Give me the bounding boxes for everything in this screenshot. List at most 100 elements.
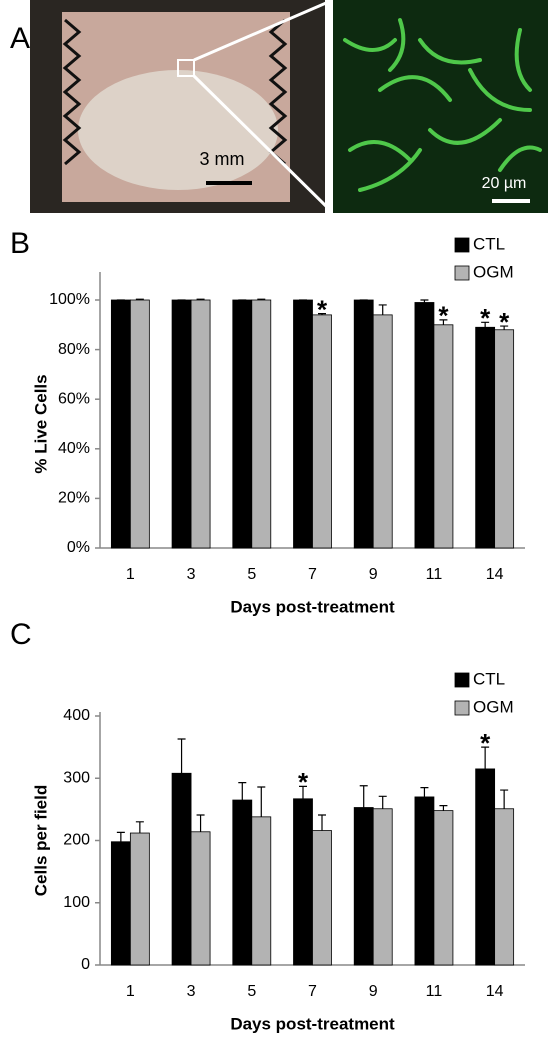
y-tick-label: 60% (58, 390, 90, 407)
error-bar (116, 831, 125, 842)
error-bar (177, 738, 186, 774)
x-tick-label: 9 (369, 983, 378, 1000)
bar (293, 798, 313, 966)
x-tick-label: 14 (486, 566, 504, 583)
bar (171, 299, 192, 549)
error-bar (420, 786, 429, 797)
cells (343, 18, 542, 192)
bar (190, 831, 211, 966)
y-tick-label: 0 (81, 956, 90, 973)
y-tick-label: 200 (63, 832, 90, 849)
y-tick-label: 100% (49, 291, 90, 308)
error-bar (481, 746, 490, 769)
error-bar (257, 786, 266, 817)
x-axis-title: Days post-treatment (230, 597, 395, 616)
spring (268, 18, 288, 166)
y-tick-label: 400 (63, 707, 90, 724)
bar (251, 816, 272, 966)
error-bar (299, 785, 307, 799)
bar (312, 830, 332, 966)
bar (110, 841, 131, 966)
legend-swatch (454, 265, 470, 281)
error-bar (196, 814, 205, 832)
significance-mark: * (317, 295, 328, 325)
error-bar (135, 821, 144, 834)
error-bar (500, 789, 509, 809)
legend-label: OGM (473, 262, 514, 281)
x-tick-label: 3 (187, 983, 196, 1000)
bar (372, 808, 393, 966)
scale-label: 20 µm (482, 175, 527, 192)
legend-swatch (454, 700, 470, 716)
y-tick-label: 0% (67, 539, 90, 556)
error-bar (238, 782, 247, 801)
tissue (78, 70, 278, 190)
bar (475, 768, 496, 966)
bar (129, 832, 150, 966)
y-tick-label: 40% (58, 440, 90, 457)
x-tick-label: 11 (426, 983, 443, 1000)
bar (251, 299, 272, 549)
y-tick-label: 20% (58, 490, 90, 507)
significance-mark: * (480, 303, 491, 333)
zoom-line (192, 74, 335, 215)
legend-swatch (454, 672, 470, 688)
error-bar (318, 814, 326, 831)
legend-label: CTL (473, 669, 505, 688)
error-bar (257, 298, 266, 300)
legend-label: OGM (473, 697, 514, 716)
x-tick-label: 14 (486, 983, 504, 1000)
zoom-box (177, 59, 195, 77)
panel-label: C (10, 618, 32, 651)
bar (190, 299, 211, 549)
legend-swatch (454, 237, 470, 253)
x-tick-label: 9 (369, 566, 378, 583)
y-axis-title: Cells per field (31, 785, 50, 896)
bar (110, 299, 131, 549)
x-tick-label: 1 (126, 983, 135, 1000)
x-tick-label: 7 (308, 566, 317, 583)
legend-label: CTL (473, 234, 505, 253)
error-bar (500, 325, 509, 330)
significance-mark: * (298, 767, 309, 797)
significance-mark: * (499, 307, 510, 337)
panel-label: B (10, 227, 30, 260)
x-tick-label: 7 (308, 983, 317, 1000)
bar (414, 302, 435, 549)
bar (312, 314, 332, 549)
bar (171, 772, 192, 966)
x-tick-label: 11 (426, 566, 443, 583)
bar (433, 324, 454, 549)
significance-mark: * (480, 728, 491, 758)
error-bar (439, 319, 448, 325)
x-tick-label: 1 (126, 566, 135, 583)
bar (494, 808, 515, 966)
error-bar (481, 321, 490, 328)
bar (494, 329, 515, 549)
panel-a-images: 3 mm 20 µm A (10, 0, 548, 215)
bar (353, 807, 374, 966)
y-tick-label: 100 (63, 894, 90, 911)
error-bar (378, 795, 387, 809)
error-bar (135, 298, 144, 300)
y-axis-title: % Live Cells (31, 374, 50, 473)
bar (475, 326, 496, 549)
bar (433, 810, 454, 966)
bar (232, 799, 253, 966)
significance-mark: * (438, 301, 449, 331)
bar (129, 299, 150, 549)
error-bar (196, 298, 205, 300)
x-tick-label: 3 (187, 566, 196, 583)
error-bar (439, 805, 448, 811)
bar (353, 299, 374, 549)
zoom-line (193, 0, 334, 62)
error-bar (318, 313, 326, 315)
bar (232, 299, 253, 549)
x-tick-label: 5 (247, 566, 256, 583)
scale-label: 3 mm (200, 149, 245, 169)
error-bar (359, 785, 368, 808)
bar (372, 314, 393, 549)
bar (293, 299, 313, 549)
y-tick-label: 80% (58, 341, 90, 358)
